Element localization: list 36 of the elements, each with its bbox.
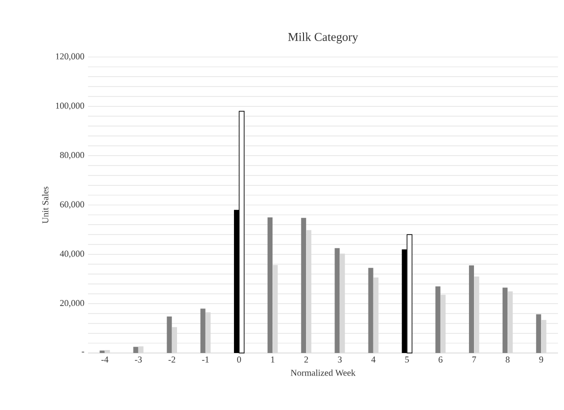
bar [133,346,138,353]
x-tick-label: 2 [304,356,308,362]
x-tick-label: 3 [338,356,342,363]
bar [502,288,508,353]
bar [368,268,374,353]
bar [536,314,542,353]
bar [138,346,144,353]
x-tick-label: 0 [237,356,241,363]
x-tick-label: 7 [472,356,476,362]
x-tick-label: -1 [202,356,209,362]
y-tick-label: 20,000 [60,300,84,308]
x-tick-label: -3 [134,356,142,363]
y-tick-label: 60,000 [60,201,84,209]
x-tick-label: 5 [405,356,409,363]
bar [166,316,172,353]
bar [104,350,110,353]
y-tick-label: 120,000 [56,53,84,61]
x-tick-label: 9 [539,356,544,363]
chart-title: Milk Category [288,32,358,44]
y-tick-label: 100,000 [56,102,84,110]
x-tick-label: 6 [438,356,442,363]
bar [435,286,440,353]
y-tick-label: 80,000 [60,152,84,160]
bar [268,217,273,353]
bar [468,265,474,353]
x-tick-label: 8 [506,356,510,363]
x-axis-title: Normalized Week [290,369,356,376]
x-tick-label: 1 [271,356,274,362]
x-tick-label: -2 [168,356,176,362]
bar [301,218,306,353]
y-tick-label: 40,000 [60,250,84,258]
x-tick-label: 4 [371,356,376,362]
y-axis-title: Unit Sales [42,186,48,224]
bar [334,248,340,353]
bar [200,308,206,353]
x-tick-label: -4 [101,356,108,362]
